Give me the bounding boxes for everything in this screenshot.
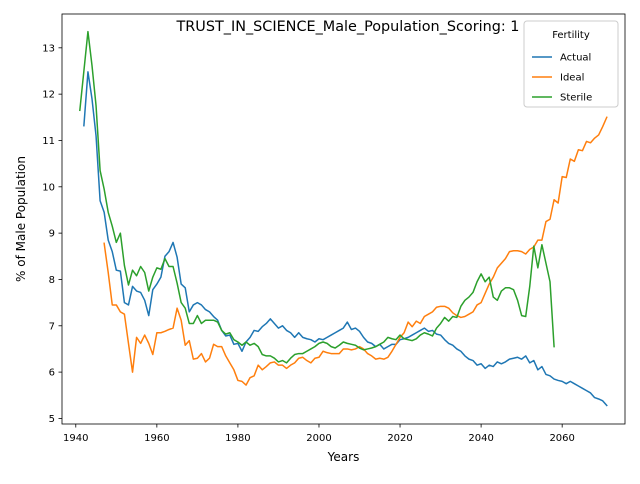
x-axis-label: Years <box>327 450 360 464</box>
y-tick-label: 11 <box>42 136 55 147</box>
x-tick-label: 1940 <box>63 433 88 444</box>
x-tick-label: 2040 <box>468 433 493 444</box>
legend-label-sterile: Sterile <box>560 93 592 104</box>
legend-title: Fertility <box>552 30 590 41</box>
lines-layer <box>79 30 608 407</box>
y-tick-label: 6 <box>49 368 55 379</box>
y-tick-label: 7 <box>49 321 55 332</box>
series-line-ideal <box>103 116 608 386</box>
x-tick-label: 1980 <box>225 433 250 444</box>
x-tick-label: 2000 <box>306 433 331 444</box>
legend-label-ideal: Ideal <box>560 73 584 84</box>
x-tick-label: 2020 <box>387 433 412 444</box>
y-tick-label: 8 <box>49 275 55 286</box>
legend-frame <box>523 20 619 108</box>
x-tick-label: 1960 <box>144 433 169 444</box>
legend: Fertility Actual Ideal Sterile <box>523 20 619 108</box>
y-tick-label: 12 <box>42 90 55 101</box>
y-tick-label: 9 <box>49 229 55 240</box>
series-line-actual <box>83 71 608 407</box>
y-axis-label: % of Male Population <box>14 156 28 282</box>
legend-label-actual: Actual <box>560 53 591 64</box>
series-line-sterile <box>79 30 555 364</box>
chart-title: TRUST_IN_SCIENCE_Male_Population_Scoring… <box>176 19 520 35</box>
y-axis: 5 6 7 8 9 10 11 12 13 <box>42 43 62 425</box>
x-tick-label: 2060 <box>549 433 574 444</box>
y-tick-label: 10 <box>42 182 55 193</box>
plot-frame <box>61 13 626 425</box>
y-tick-label: 13 <box>42 43 55 54</box>
x-axis: 1940 1960 1980 2000 2020 2040 2060 <box>63 424 575 444</box>
y-tick-label: 5 <box>49 414 55 425</box>
